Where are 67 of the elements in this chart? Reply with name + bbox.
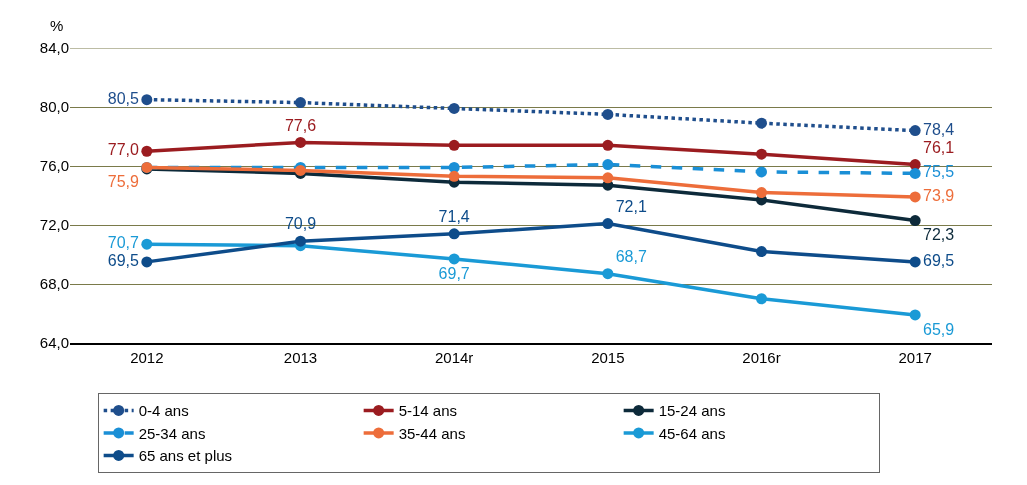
point	[141, 94, 153, 106]
y-tick-label: 84,0	[39, 39, 69, 57]
data-label: 68,7	[615, 247, 647, 265]
y-axis-title: %	[50, 17, 64, 34]
data-label: 77,6	[284, 116, 317, 134]
legend-label: 35-44 ans	[398, 424, 466, 442]
x-tick-label: 2014r	[434, 348, 474, 366]
point	[448, 170, 460, 182]
data-label: 72,3	[923, 226, 955, 244]
x-tick-label: 2012	[130, 348, 164, 366]
data-label: 69,5	[107, 251, 140, 269]
legend-label: 45-64 ans	[658, 424, 726, 442]
y-tick-label: 76,0	[39, 157, 69, 175]
point	[909, 309, 921, 321]
point	[909, 191, 921, 203]
point	[602, 108, 614, 120]
point	[909, 215, 921, 227]
point	[756, 148, 767, 160]
data-label: 70,7	[107, 234, 140, 252]
point	[141, 256, 153, 268]
legend-label: 0-4 ans	[138, 402, 189, 420]
point	[602, 139, 614, 151]
data-label: 75,9	[107, 173, 140, 191]
data-label: 73,9	[923, 186, 955, 204]
x-tick-label: 2013	[283, 348, 318, 366]
point	[756, 117, 767, 129]
point	[909, 125, 921, 137]
point	[295, 136, 306, 148]
legend-label: 25-34 ans	[138, 424, 206, 442]
data-label: 69,5	[923, 251, 955, 269]
point	[909, 256, 921, 268]
point	[295, 235, 306, 247]
y-tick-label: 68,0	[39, 275, 69, 293]
point	[602, 218, 614, 230]
data-label: 77,0	[107, 141, 140, 159]
y-tick-label: 72,0	[39, 216, 69, 234]
point	[141, 238, 153, 250]
x-tick-label: 2015	[591, 348, 625, 366]
data-label: 72,1	[615, 197, 647, 215]
data-label: 75,5	[923, 163, 955, 181]
point	[448, 102, 460, 114]
point	[602, 159, 614, 171]
data-label: 78,4	[923, 120, 955, 138]
point	[756, 246, 767, 258]
point	[756, 293, 767, 305]
data-label: 76,1	[923, 138, 955, 156]
legend-label: 15-24 ans	[658, 402, 726, 420]
point	[448, 253, 460, 265]
data-label: 80,5	[107, 89, 140, 107]
legend-label: 5-14 ans	[398, 402, 458, 420]
x-tick-label: 2017	[898, 348, 932, 366]
point	[141, 145, 153, 157]
point	[602, 268, 614, 280]
x-tick-label: 2016r	[742, 348, 781, 366]
point	[756, 166, 767, 178]
point	[448, 139, 460, 151]
point	[448, 228, 460, 240]
point	[602, 172, 614, 184]
y-tick-label: 80,0	[39, 98, 69, 116]
point	[756, 187, 767, 199]
data-label: 71,4	[438, 207, 470, 225]
data-label: 69,7	[438, 264, 470, 282]
y-tick-label: 64,0	[39, 334, 69, 352]
legend-label: 65 ans et plus	[138, 447, 233, 465]
point	[909, 167, 921, 179]
data-label: 65,9	[923, 320, 955, 338]
point	[295, 97, 306, 109]
